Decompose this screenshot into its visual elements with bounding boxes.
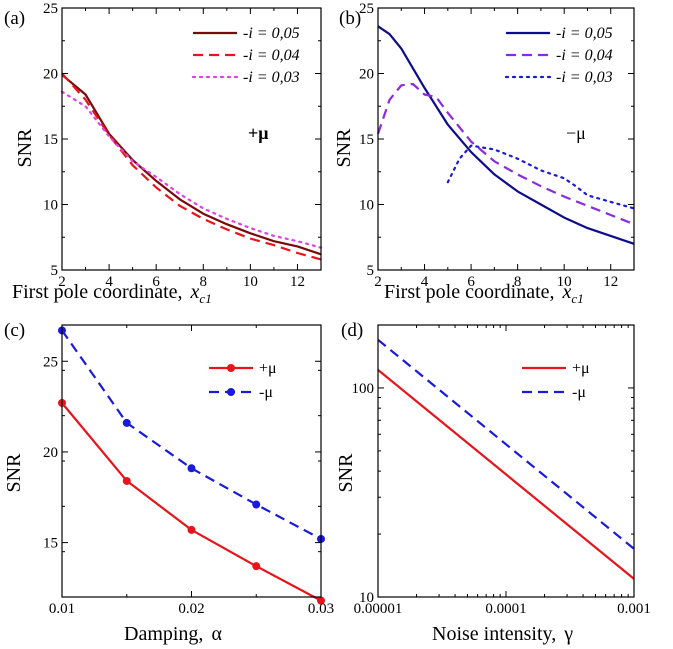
- panel-a-legend-label: -i = 0,05: [243, 25, 300, 42]
- panel-a-x-tick-label: 8: [200, 274, 208, 290]
- panel-d-label: (d): [341, 320, 363, 341]
- panel-c-data-point: [317, 596, 325, 605]
- panel-a-y-tick-label: 20: [43, 67, 58, 83]
- panel-c-data-point: [187, 525, 196, 534]
- panel-a-x-tick-label: 10: [243, 274, 258, 290]
- panel-d-x-tick-label: 0.0001: [485, 601, 526, 617]
- panel-b-x-tick-label: 4: [421, 274, 429, 290]
- panel-b-x-tick-label: 10: [557, 274, 572, 290]
- panel-a-label: (a): [4, 8, 25, 29]
- panel-b-y-tick-label: 15: [359, 132, 374, 148]
- panel-c: (c) SNR Damping, α 0.01 0.02 0.03 15 20 25 +μ -μ: [3, 320, 334, 645]
- panel-b-series-line-2: [376, 82, 635, 226]
- panel-a-y-axis-title: SNR: [14, 128, 36, 168]
- panel-c-x-tick-label: 0.03: [308, 601, 334, 617]
- panel-a: (a) SNR First pole coordinate, xc1 +μ 2 4 6…: [4, 1, 323, 306]
- panel-c-series-line-2: [61, 329, 322, 540]
- panel-c-x-axis-title: Damping, α: [124, 623, 222, 645]
- panel-c-data-point: [252, 562, 261, 571]
- panel-b: (b) SNR First pole coordinate, xc1 −μ 2 4 6…: [333, 1, 636, 306]
- panel-d-x-axis-title: Noise intensity, γ: [432, 623, 573, 645]
- panel-b-legend-label: -i = 0,03: [556, 69, 613, 86]
- panel-a-x-axis-subscript: c1: [199, 291, 211, 306]
- panel-d-legend-label: -μ: [572, 384, 586, 401]
- panel-c-label: (c): [4, 320, 25, 341]
- panel-c-legend-marker: [227, 388, 235, 396]
- panel-a-x-tick-label: 2: [58, 274, 66, 290]
- panel-c-data-point: [187, 464, 196, 473]
- panel-c-x-axis-symbol: α: [211, 623, 222, 645]
- panel-d-legend-label: +μ: [572, 360, 590, 377]
- panel-b-x-axis-symbol: x: [562, 281, 572, 303]
- panel-a-y-tick-label: 10: [43, 198, 58, 214]
- panel-c-y-tick-label: 15: [43, 536, 58, 552]
- panel-b-minus-mu-annotation: −μ: [566, 123, 586, 143]
- panel-b-x-tick-label: 2: [374, 274, 382, 290]
- panel-c-x-tick-label: 0.02: [178, 601, 204, 617]
- panel-c-legend-marker: [227, 364, 235, 372]
- panel-b-y-tick-label: 5: [367, 263, 375, 279]
- panel-c-data-point: [122, 476, 131, 485]
- panel-c-y-tick-label: 20: [43, 445, 58, 461]
- panel-b-label: (b): [339, 8, 361, 29]
- panel-b-x-axis-subscript: c1: [571, 291, 583, 306]
- panel-c-x-axis-title-text: Damping,: [124, 623, 203, 645]
- panel-a-x-tick-label: 6: [152, 274, 160, 290]
- panel-a-legend-label: -i = 0,04: [243, 47, 300, 64]
- panel-b-y-axis-title: SNR: [333, 128, 355, 168]
- panel-b-series-line-1: [377, 25, 635, 245]
- panel-d-x-tick-label: 0.00001: [354, 601, 403, 617]
- panel-d-x-tick-label: 0.001: [617, 601, 651, 617]
- panel-c-data-point: [122, 418, 131, 427]
- panel-a-x-axis-title-text: First pole coordinate,: [12, 281, 183, 303]
- panel-b-legend-label: -i = 0,04: [556, 47, 613, 64]
- panel-a-series-line-2: [61, 72, 322, 261]
- panel-d-x-axis-symbol: γ: [563, 623, 573, 645]
- panel-d-y-tick-label: 100: [352, 381, 375, 397]
- panel-a-series-line-3: [60, 90, 323, 249]
- panel-b-x-tick-label: 8: [514, 274, 522, 290]
- panel-d-x-axis-title-text: Noise intensity,: [432, 623, 556, 645]
- panel-a-x-axis-symbol: x: [190, 281, 200, 303]
- panel-c-legend-label: +μ: [259, 360, 277, 377]
- panel-d-y-axis-title: SNR: [335, 453, 357, 493]
- panel-b-x-tick-label: 6: [467, 274, 475, 290]
- panel-b-legend-label: -i = 0,05: [556, 25, 613, 42]
- panel-a-plus-mu-annotation: +μ: [248, 123, 268, 143]
- panel-b-x-tick-label: 12: [603, 274, 618, 290]
- panel-c-y-axis-title: SNR: [3, 453, 25, 493]
- panel-a-y-tick-label: 5: [51, 263, 59, 279]
- panel-d-series-line-2: [377, 338, 635, 550]
- panel-c-x-tick-label: 0.01: [49, 601, 75, 617]
- panel-c-y-tick-label: 25: [43, 354, 58, 370]
- panel-b-series-line-3: [446, 144, 636, 210]
- panel-d: (d) SNR Noise intensity, γ 0.00001 0.0001 0…: [335, 320, 651, 645]
- panel-b-y-tick-label: 25: [359, 1, 374, 17]
- panel-a-x-tick-label: 4: [105, 274, 113, 290]
- panel-b-x-axis-title-text: First pole coordinate,: [384, 281, 555, 303]
- panel-a-x-tick-label: 12: [290, 274, 305, 290]
- panel-b-y-tick-label: 10: [359, 198, 374, 214]
- panel-a-legend-label: -i = 0,03: [243, 69, 300, 86]
- panel-d-series-line-1: [377, 369, 635, 580]
- panel-a-y-tick-label: 15: [43, 132, 58, 148]
- panel-b-y-tick-label: 20: [359, 67, 374, 83]
- panel-c-legend-label: -μ: [259, 384, 273, 401]
- panel-b-x-axis-title: First pole coordinate, xc1: [384, 281, 584, 306]
- panel-c-data-point: [252, 500, 261, 509]
- panel-d-y-tick-label: 10: [359, 590, 374, 606]
- panel-a-x-axis-title: First pole coordinate, xc1: [12, 281, 212, 306]
- panel-a-y-tick-label: 25: [43, 1, 58, 17]
